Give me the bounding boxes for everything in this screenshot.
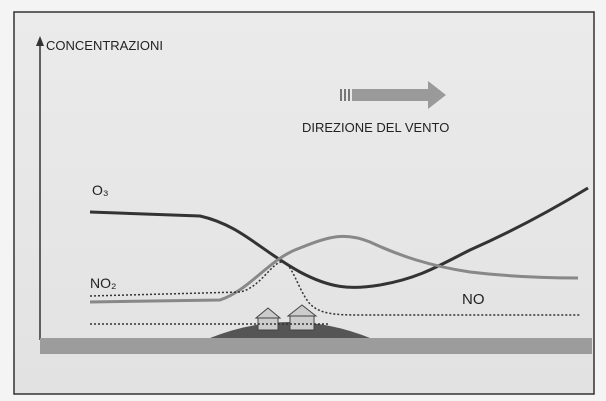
- wind-label: DIREZIONE DEL VENTO: [302, 120, 449, 135]
- axis-arrow: [36, 36, 44, 46]
- no-curve: [89, 261, 580, 316]
- wind-arrow-head: [428, 81, 446, 109]
- o3-curve: [89, 186, 589, 289]
- ground: [40, 338, 592, 354]
- no2-curve: [89, 234, 579, 304]
- no-label: NO: [462, 291, 485, 308]
- axis-label: CONCENTRAZIONI: [46, 38, 163, 53]
- wind-arrow-tail: [338, 89, 352, 101]
- no2-label: NO₂: [90, 275, 116, 291]
- wind-arrow-body: [352, 89, 430, 101]
- o3-label: O₃: [92, 182, 109, 198]
